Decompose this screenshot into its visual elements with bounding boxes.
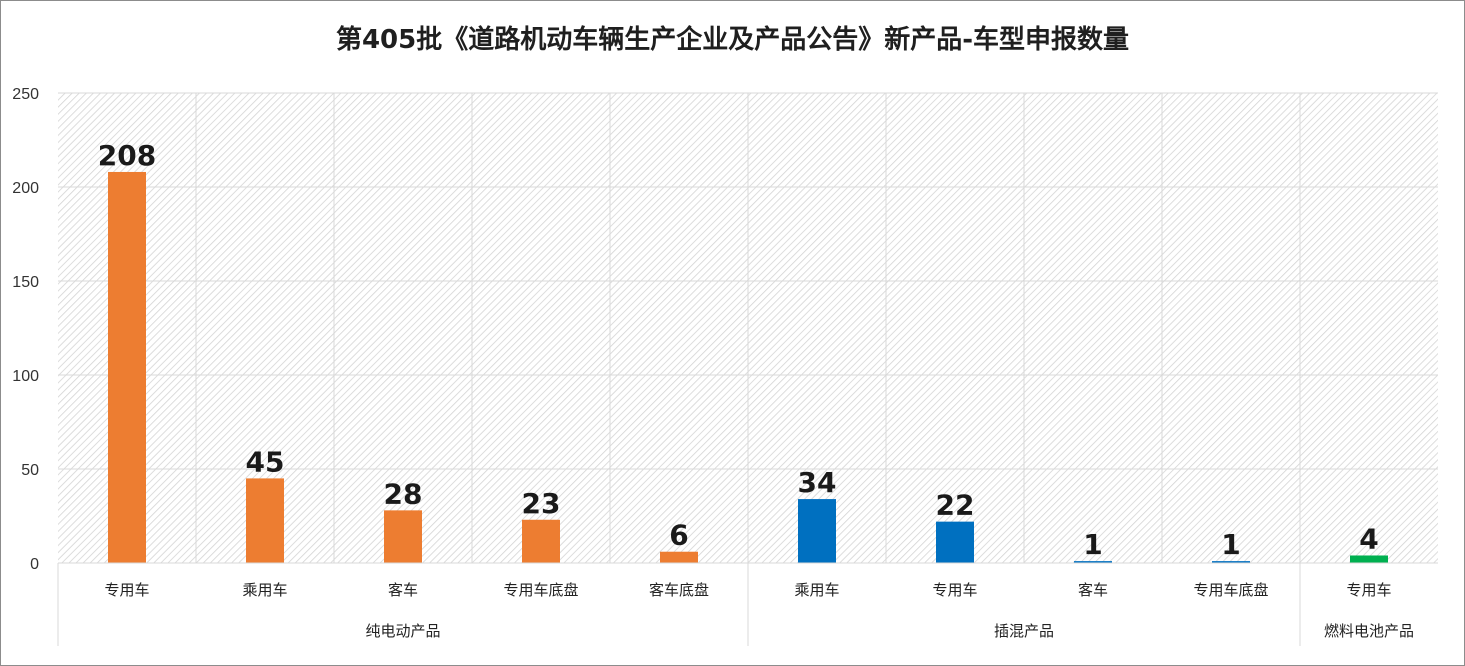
y-tick-label-50: 50 <box>21 462 39 479</box>
category-label-3: 专用车底盘 <box>503 581 578 599</box>
data-label-4: 6 <box>669 519 688 552</box>
category-label-6: 专用车 <box>932 581 977 599</box>
group-label-1: 插混产品 <box>994 622 1054 640</box>
data-labels: 208 45 28 23 6 34 22 1 1 4 <box>98 139 1379 561</box>
data-label-1: 45 <box>246 445 285 478</box>
y-tick-label-200: 200 <box>12 180 39 197</box>
data-label-8: 1 <box>1221 528 1240 561</box>
data-label-5: 34 <box>798 466 837 499</box>
bar-9 <box>1350 555 1388 563</box>
group-label-2: 燃料电池产品 <box>1324 622 1414 640</box>
data-label-2: 28 <box>384 477 423 510</box>
category-label-4: 客车底盘 <box>649 581 709 599</box>
y-axis: 0 50 100 150 200 250 <box>12 86 39 573</box>
bar-5 <box>798 499 836 563</box>
data-label-0: 208 <box>98 139 156 172</box>
category-label-5: 乘用车 <box>794 581 839 599</box>
group-label-0: 纯电动产品 <box>365 622 440 640</box>
bar-7 <box>1074 561 1112 563</box>
data-label-6: 22 <box>936 489 975 522</box>
y-tick-label-100: 100 <box>12 368 39 385</box>
category-label-2: 客车 <box>388 581 418 599</box>
bars <box>108 171 1388 563</box>
data-label-7: 1 <box>1083 528 1102 561</box>
data-label-3: 23 <box>522 487 561 520</box>
bar-0 <box>108 171 146 563</box>
bar-8 <box>1212 561 1250 563</box>
y-tick-label-250: 250 <box>12 86 39 103</box>
y-tick-label-0: 0 <box>30 556 39 573</box>
category-label-1: 乘用车 <box>242 581 287 599</box>
bar-6 <box>936 521 974 563</box>
data-label-9: 4 <box>1359 522 1378 555</box>
bar-3 <box>522 519 560 563</box>
category-label-9: 专用车 <box>1346 581 1391 599</box>
chart-title: 第405批《道路机动车辆生产企业及产品公告》新产品-车型申报数量 <box>335 25 1130 55</box>
y-tick-label-150: 150 <box>12 274 39 291</box>
bar-1 <box>246 478 284 563</box>
bar-4 <box>660 551 698 563</box>
bar-2 <box>384 510 422 563</box>
category-label-0: 专用车 <box>104 581 149 599</box>
category-label-8: 专用车底盘 <box>1193 581 1268 599</box>
category-label-7: 客车 <box>1078 581 1108 599</box>
